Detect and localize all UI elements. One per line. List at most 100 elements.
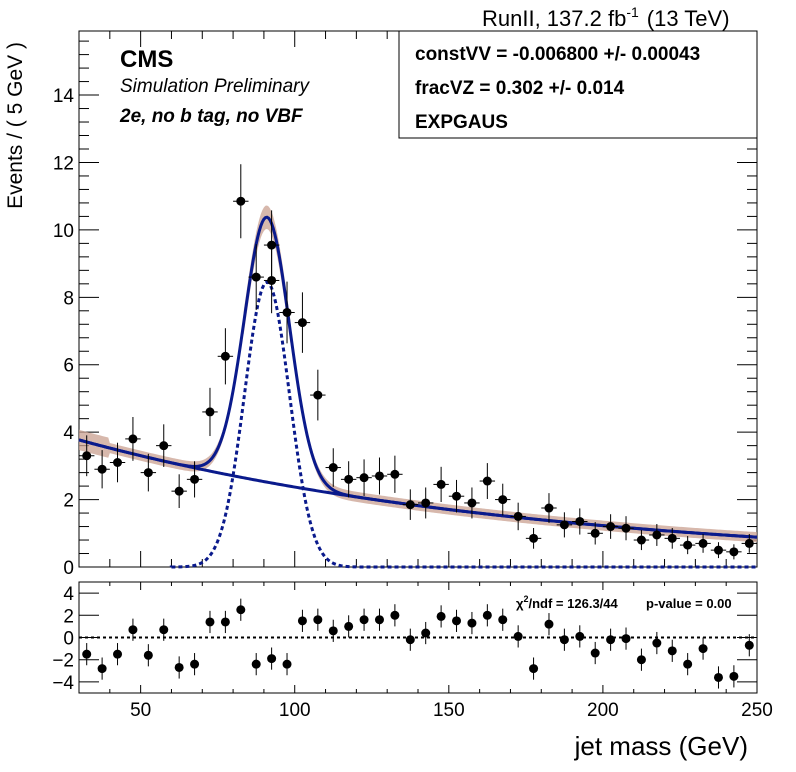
data-point (190, 474, 200, 484)
pull-point (467, 618, 477, 628)
pull-point (452, 616, 462, 626)
pull-point (544, 619, 554, 629)
pull-point (174, 662, 184, 672)
fit-param-fracvz: fracVZ = 0.302 +/- 0.014 (415, 78, 625, 99)
pull-point (390, 610, 400, 620)
pull-data-points (82, 598, 754, 689)
data-point (174, 486, 184, 496)
x-tick-label: 150 (433, 700, 465, 721)
data-point (328, 463, 338, 473)
pull-point (729, 671, 739, 681)
data-point (97, 464, 107, 474)
pull-point (621, 634, 631, 644)
pull-y-tick-label: −2 (52, 651, 74, 672)
data-point (313, 390, 323, 400)
data-point (529, 533, 539, 543)
data-point (559, 520, 569, 530)
signal-curve (169, 280, 758, 569)
pvalue-label: p-value = 0.00 (646, 596, 732, 611)
pull-point (282, 659, 292, 669)
pull-point (683, 659, 693, 669)
data-point (698, 538, 708, 548)
data-point (344, 474, 354, 484)
pull-point (498, 615, 508, 625)
x-tick-label: 50 (130, 700, 151, 721)
data-point (436, 479, 446, 489)
pull-point (698, 644, 708, 654)
data-point (713, 545, 723, 555)
x-tick-label: 100 (279, 700, 311, 721)
data-point (482, 476, 492, 486)
data-point (374, 471, 384, 481)
data-point (359, 473, 369, 483)
data-point (205, 407, 215, 417)
data-point (405, 500, 415, 510)
data-point (113, 457, 123, 467)
data-point (683, 540, 693, 550)
pull-point (744, 640, 754, 650)
data-point (220, 351, 230, 361)
data-point (421, 498, 431, 508)
pull-point (128, 625, 138, 635)
pull-point (482, 610, 492, 620)
pull-point (667, 646, 677, 656)
y-tick-label: 8 (63, 288, 74, 309)
pull-point (513, 631, 523, 641)
chi2-label: χ2/ndf = 126.3/44 (516, 594, 619, 611)
cms-subtitle: Simulation Preliminary (120, 76, 311, 97)
data-point (297, 318, 307, 328)
y-tick-label: 10 (53, 221, 74, 242)
pull-point (267, 654, 277, 664)
main-data-points (79, 164, 757, 560)
pull-point (190, 659, 200, 669)
pull-point (113, 649, 123, 659)
x-tick-label: 250 (741, 700, 773, 721)
fit-model-name: EXPGAUS (415, 112, 508, 133)
y-tick-label: 6 (63, 356, 74, 377)
data-point (452, 491, 462, 501)
data-point (251, 272, 261, 282)
x-tick-label: 200 (587, 700, 619, 721)
data-point (143, 468, 153, 478)
y-tick-label: 2 (63, 491, 74, 512)
pull-point (159, 625, 169, 635)
y-tick-label: 14 (53, 86, 75, 107)
pull-point (236, 605, 246, 615)
pull-y-tick-label: 4 (63, 584, 74, 605)
x-axis-title: jet mass (GeV) (574, 731, 748, 761)
data-point (498, 495, 508, 505)
data-point (744, 538, 754, 548)
data-point (267, 240, 277, 250)
data-point (267, 275, 277, 285)
data-point (652, 530, 662, 540)
pull-y-tick-label: −4 (52, 673, 74, 694)
pull-y-tick-label: 0 (63, 629, 74, 650)
pull-point (529, 664, 539, 674)
pull-point (328, 626, 338, 636)
category-label: 2e, no b tag, no VBF (119, 106, 304, 127)
pull-point (359, 615, 369, 625)
y-axis-title: Events / ( 5 GeV ) (4, 42, 27, 209)
y-tick-label: 4 (63, 423, 74, 444)
pull-y-tick-label: 2 (63, 606, 74, 627)
data-point (729, 547, 739, 557)
data-point (282, 307, 292, 317)
pull-point (713, 672, 723, 682)
data-point (621, 523, 631, 533)
pull-point (220, 617, 230, 627)
pull-point (82, 649, 92, 659)
data-point (390, 469, 400, 479)
y-tick-label: 12 (53, 153, 74, 174)
pull-point (636, 655, 646, 665)
pull-point (205, 617, 215, 627)
pull-point (575, 631, 585, 641)
data-point (236, 196, 246, 206)
data-point (467, 498, 477, 508)
pull-point (405, 635, 415, 645)
data-point (636, 535, 646, 545)
data-point (590, 528, 600, 538)
pull-point (590, 648, 600, 658)
pull-point (297, 616, 307, 626)
